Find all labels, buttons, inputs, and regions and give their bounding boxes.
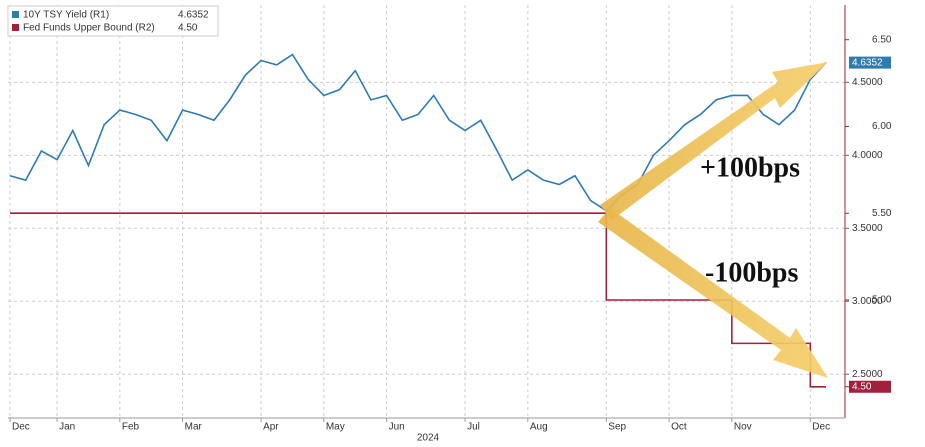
x-axis-label: 2024	[417, 433, 440, 444]
x-tick-label: Jun	[389, 422, 405, 433]
legend-swatch	[12, 11, 19, 18]
y2-tick-label: 5.50	[872, 208, 892, 219]
down-arrow	[598, 208, 828, 378]
legend-label: Fed Funds Upper Bound (R2)	[23, 23, 155, 34]
series-line	[10, 212, 826, 388]
y-tick-label: 4.0000	[852, 150, 883, 161]
last-value-tag	[849, 380, 891, 393]
series-line	[9, 53, 827, 212]
legend-value: 4.6352	[178, 10, 209, 21]
x-tick-label: Dec	[12, 422, 30, 433]
y-tick-label: 2.5000	[852, 369, 883, 380]
x-tick-label: Dec	[812, 422, 830, 433]
last-value-label: 4.50	[852, 381, 872, 392]
grid	[8, 5, 845, 418]
y-tick-label: 3.5000	[852, 223, 883, 234]
x-tick-label: Jan	[59, 422, 75, 433]
x-tick-label: Feb	[122, 422, 140, 433]
last-value-label: 4.6352	[852, 57, 883, 68]
y-tick-label: 3.0000	[852, 296, 883, 307]
up-arrow	[600, 62, 828, 220]
legend-label: 10Y TSY Yield (R1)	[23, 10, 109, 21]
legend: 10Y TSY Yield (R1) 4.6352 Fed Funds Uppe…	[7, 5, 219, 37]
last-value-tag	[849, 56, 891, 69]
x-tick-label: Sep	[608, 422, 626, 433]
y2-tick-label: 5.00	[872, 295, 892, 306]
y2-tick-label: 6.00	[872, 121, 892, 132]
legend-box	[7, 5, 219, 37]
x-tick-label: Aug	[530, 422, 548, 433]
legend-swatch	[12, 24, 19, 31]
x-tick-label: Apr	[263, 422, 279, 433]
legend-value: 4.50	[178, 23, 198, 34]
x-tick-label: Oct	[671, 422, 687, 433]
y2-tick-label: 6.50	[872, 34, 892, 45]
x-tick-label: Jul	[467, 422, 480, 433]
annotation: -100bps	[705, 257, 798, 288]
y-tick-label: 4.5000	[852, 77, 883, 88]
x-tick-label: Mar	[185, 422, 203, 433]
x-tick-label: Nov	[734, 422, 752, 433]
x-tick-label: May	[326, 422, 345, 433]
series-layer	[9, 53, 827, 388]
annotation: +100bps	[700, 152, 800, 183]
